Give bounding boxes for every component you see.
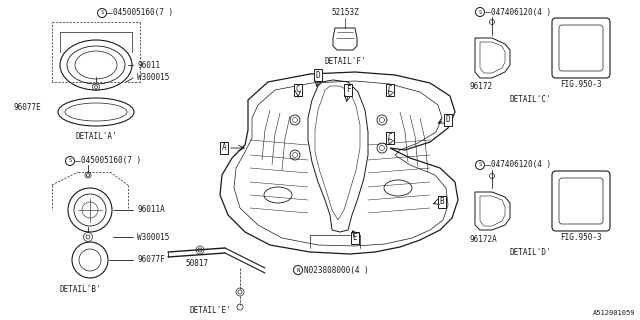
Text: S: S [100,11,104,15]
Text: S: S [478,10,482,14]
Text: W300015: W300015 [137,233,170,242]
Text: 96172A: 96172A [470,235,498,244]
Text: DETAIL'F': DETAIL'F' [324,57,366,66]
Text: 047406120(4 ): 047406120(4 ) [491,161,551,170]
Text: D: D [316,70,320,79]
Text: 045005160(7 ): 045005160(7 ) [113,9,173,18]
Text: C: C [388,85,392,94]
Text: E: E [353,234,357,243]
Text: A512001059: A512001059 [593,310,635,316]
Text: F: F [346,85,350,94]
Text: 96172: 96172 [470,82,493,91]
Text: S: S [68,158,72,164]
Text: 96011A: 96011A [137,205,164,214]
Text: DETAIL'B': DETAIL'B' [59,285,101,294]
Text: DETAIL'A': DETAIL'A' [75,132,117,141]
Text: D: D [445,116,451,124]
Text: DETAIL'D': DETAIL'D' [509,248,551,257]
Text: 50817: 50817 [185,259,208,268]
Text: C: C [388,133,392,142]
Text: FIG.950-3: FIG.950-3 [560,80,602,89]
Text: B: B [440,197,444,206]
Text: S: S [478,163,482,167]
Text: DETAIL'E': DETAIL'E' [189,306,231,315]
Text: C: C [296,85,300,94]
Text: 045005160(7 ): 045005160(7 ) [81,156,141,165]
Text: FIG.950-3: FIG.950-3 [560,233,602,242]
Text: W300015: W300015 [137,74,170,83]
Text: 96077F: 96077F [137,255,164,265]
Text: DETAIL'C': DETAIL'C' [509,95,551,104]
Text: 52153Z: 52153Z [331,8,359,17]
Text: 96077E: 96077E [14,103,42,113]
Text: 047406120(4 ): 047406120(4 ) [491,7,551,17]
Text: N: N [296,268,300,273]
Text: A: A [221,143,227,153]
Text: 96011: 96011 [137,60,160,69]
Text: N023808000(4 ): N023808000(4 ) [304,266,369,275]
